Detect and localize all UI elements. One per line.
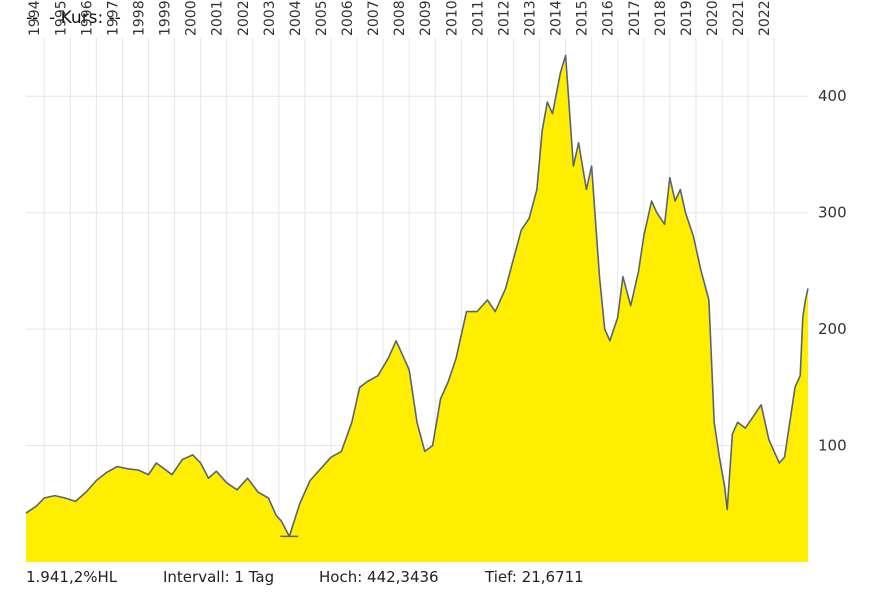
x-tick-label: 2010 <box>444 0 460 36</box>
x-tick-label: 2014 <box>549 0 565 36</box>
y-tick-label: 200 <box>818 320 847 338</box>
info-bar: 1.941,2%HL Intervall: 1 Tag Hoch: 442,34… <box>26 568 584 586</box>
chart-title: -- - Kurs: -- <box>26 8 121 28</box>
interval-label: Intervall: 1 Tag <box>163 568 275 586</box>
x-tick-label: 2019 <box>679 0 695 36</box>
x-tick-label: 2018 <box>653 0 669 36</box>
x-tick-label: 1996 <box>79 0 95 36</box>
x-tick-label: 2008 <box>392 0 408 36</box>
x-tick-label: 1998 <box>132 0 148 36</box>
x-tick-label: 2007 <box>366 0 382 36</box>
y-tick-labels: 100 200 300 400 <box>818 87 847 454</box>
series-line <box>25 54 809 538</box>
x-tick-label: 2006 <box>340 0 356 36</box>
series-area <box>26 55 808 562</box>
x-tick-label: 1994 <box>27 0 43 36</box>
x-tick-label: 2017 <box>627 0 643 36</box>
x-tick-label: 2000 <box>184 0 200 36</box>
high-label: Hoch: 442,3436 <box>319 568 439 586</box>
x-tick-label: 2009 <box>418 0 434 36</box>
x-tick-label: 2004 <box>288 0 304 36</box>
x-tick-label: 2013 <box>523 0 539 36</box>
x-tick-label: 2020 <box>705 0 721 36</box>
x-tick-label: 2012 <box>496 0 512 36</box>
y-tick-label: 400 <box>818 87 847 105</box>
y-tick-label: 300 <box>818 204 847 222</box>
x-tick-label: 1999 <box>158 0 174 36</box>
x-tick-label: 2002 <box>236 0 252 36</box>
x-tick-label: 2001 <box>210 0 226 36</box>
performance-label: 1.941,2%HL <box>26 568 118 586</box>
x-tick-label: 2011 <box>470 0 486 36</box>
low-label: Tief: 21,6711 <box>485 568 584 586</box>
x-tick-labels: 1994 1995 1996 1997 1998 1999 2000 2001 2002 2003… <box>27 0 773 36</box>
x-tick-label: 2005 <box>314 0 330 36</box>
x-tick-label: 1997 <box>105 0 121 36</box>
x-tick-label: 2022 <box>757 0 773 36</box>
x-tick-label: 1995 <box>53 0 69 36</box>
x-tick-label: 2015 <box>575 0 591 36</box>
x-tick-label: 2016 <box>601 0 617 36</box>
x-tick-label: 2021 <box>731 0 747 36</box>
y-tick-label: 100 <box>818 437 847 455</box>
x-tick-label: 2003 <box>262 0 278 36</box>
series-layer <box>25 54 809 562</box>
